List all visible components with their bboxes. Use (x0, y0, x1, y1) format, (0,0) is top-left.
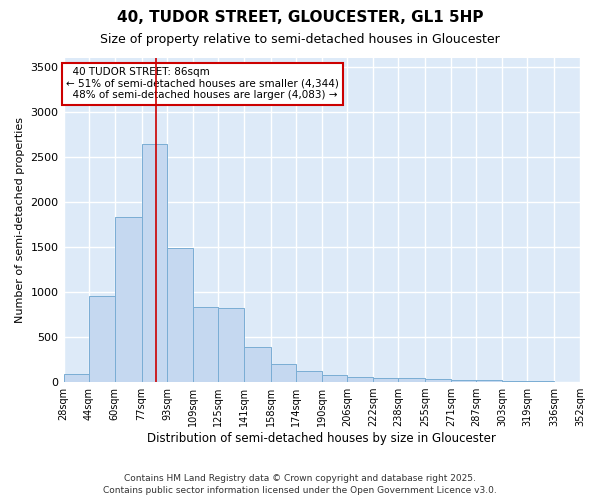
Bar (244, 347, 271, 382)
Bar (271, 364, 296, 382)
Bar (322, 376, 347, 382)
Bar (115, 217, 142, 382)
Text: 40 TUDOR STREET: 86sqm
← 51% of semi-detached houses are smaller (4,344)
  48% o: 40 TUDOR STREET: 86sqm ← 51% of semi-det… (66, 67, 339, 100)
Bar (476, 380, 502, 382)
Bar (425, 380, 451, 382)
Bar (167, 248, 193, 382)
Bar (64, 374, 89, 382)
Bar (451, 380, 476, 382)
Text: Size of property relative to semi-detached houses in Gloucester: Size of property relative to semi-detach… (100, 32, 500, 46)
Bar (347, 376, 373, 382)
Bar (502, 380, 527, 382)
Text: 40, TUDOR STREET, GLOUCESTER, GL1 5HP: 40, TUDOR STREET, GLOUCESTER, GL1 5HP (117, 10, 483, 25)
Bar (398, 378, 425, 382)
Bar (193, 307, 218, 382)
Bar (373, 378, 398, 382)
X-axis label: Distribution of semi-detached houses by size in Gloucester: Distribution of semi-detached houses by … (148, 432, 496, 445)
Bar (296, 372, 322, 382)
Bar (89, 296, 115, 382)
Bar (218, 308, 244, 382)
Text: Contains HM Land Registry data © Crown copyright and database right 2025.
Contai: Contains HM Land Registry data © Crown c… (103, 474, 497, 495)
Bar (142, 144, 167, 382)
Y-axis label: Number of semi-detached properties: Number of semi-detached properties (15, 117, 25, 323)
